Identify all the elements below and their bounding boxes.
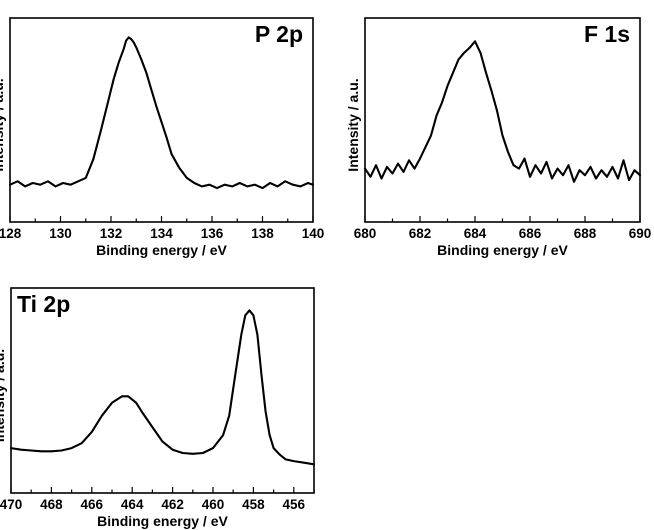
- x-tick-label: 138: [251, 226, 274, 241]
- x-tick-label: 686: [519, 226, 542, 241]
- panel-title: F 1s: [584, 21, 630, 47]
- x-tick-label: 140: [302, 226, 325, 241]
- x-tick-label: 468: [40, 497, 63, 512]
- x-tick-label: 688: [574, 226, 597, 241]
- plot-frame: [10, 287, 315, 494]
- x-tick-label: 680: [354, 226, 377, 241]
- x-axis-label: Binding energy / eV: [97, 513, 228, 529]
- x-tick-label: 456: [283, 497, 306, 512]
- x-tick-label: 464: [121, 497, 144, 512]
- spectrum-line: [363, 40, 642, 183]
- x-tick-label: 460: [202, 497, 225, 512]
- panel-1: 680 682 684 686 688 690 Binding energy / eV Int…: [345, 17, 652, 258]
- spectrum-line: [9, 309, 316, 466]
- x-tick-label: 470: [0, 497, 22, 512]
- x-tick-label: 466: [81, 497, 104, 512]
- panel-2: 470 468 466 464 462 460 458 456 Binding energy /…: [0, 287, 316, 529]
- x-tick-label: 690: [629, 226, 652, 241]
- x-tick-label: 128: [0, 226, 22, 241]
- spectrum-line: [8, 36, 315, 190]
- x-tick-label: 130: [49, 226, 72, 241]
- y-axis-label: Intensity / a.u.: [0, 349, 7, 442]
- y-axis-label: Intensity / a.u.: [345, 78, 361, 171]
- x-axis-label: Binding energy / eV: [96, 242, 227, 258]
- x-tick-label: 136: [201, 226, 224, 241]
- panel-title: Ti 2p: [17, 291, 70, 317]
- plot-frame: [364, 17, 641, 223]
- x-axis-label: Binding energy / eV: [437, 242, 568, 258]
- panel-title: P 2p: [255, 21, 303, 47]
- x-tick-label: 684: [464, 226, 487, 241]
- x-tick-label: 134: [150, 226, 173, 241]
- x-tick-label: 132: [100, 226, 123, 241]
- x-tick-label: 462: [161, 497, 184, 512]
- panel-0: 128 130 132 134 136 138 140 Binding energy / eV…: [0, 17, 325, 258]
- x-tick-label: 458: [242, 497, 265, 512]
- x-tick-label: 682: [409, 226, 432, 241]
- y-axis-label: Intensity / a.u.: [0, 78, 6, 171]
